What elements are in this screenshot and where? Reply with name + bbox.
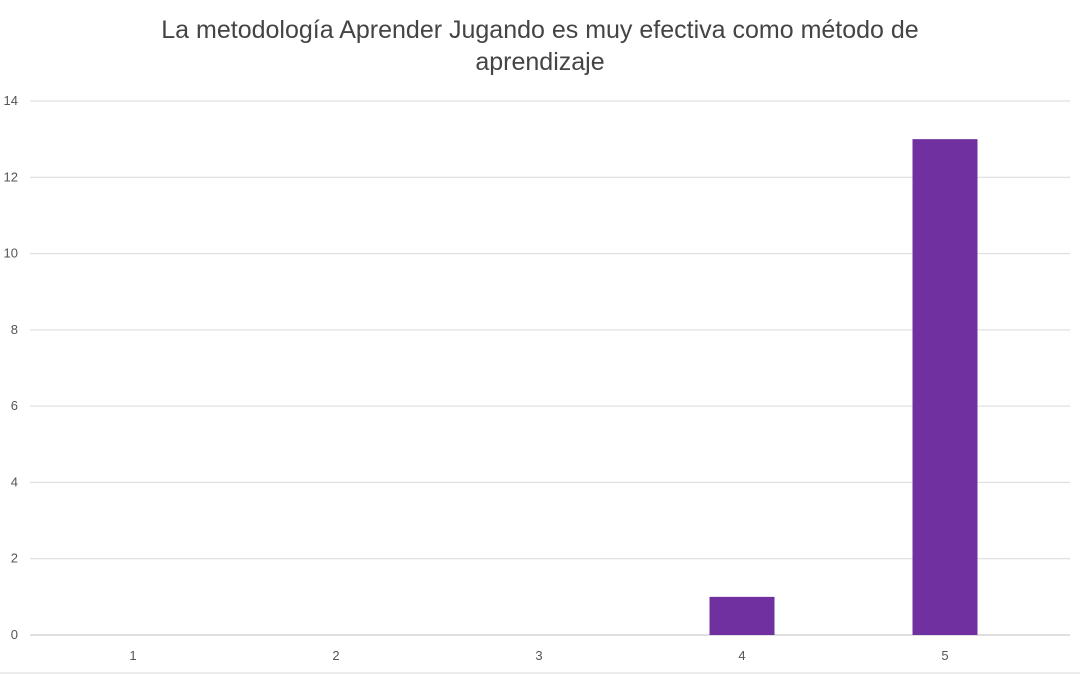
chart-title: La metodología Aprender Jugando es muy e… bbox=[161, 16, 919, 76]
y-axis: 0 2 4 6 8 10 12 14 bbox=[4, 93, 18, 642]
y-tick-label: 8 bbox=[11, 322, 18, 337]
bars bbox=[709, 139, 978, 635]
bar-4 bbox=[709, 596, 775, 635]
y-tick-label: 10 bbox=[4, 246, 18, 261]
y-tick-label: 6 bbox=[11, 398, 18, 413]
x-tick-label: 2 bbox=[332, 648, 339, 663]
y-tick-label: 14 bbox=[4, 93, 18, 108]
bar-5 bbox=[912, 139, 978, 635]
x-tick-label: 4 bbox=[738, 648, 745, 663]
y-tick-label: 4 bbox=[11, 474, 18, 489]
y-tick-label: 2 bbox=[11, 551, 18, 566]
gridlines bbox=[0, 100, 1080, 674]
x-tick-label: 1 bbox=[129, 648, 136, 663]
y-tick-label: 12 bbox=[4, 169, 18, 184]
x-axis: 1 2 3 4 5 bbox=[129, 648, 948, 663]
y-tick-label: 0 bbox=[11, 627, 18, 642]
x-tick-label: 3 bbox=[535, 648, 542, 663]
x-tick-label: 5 bbox=[941, 648, 948, 663]
